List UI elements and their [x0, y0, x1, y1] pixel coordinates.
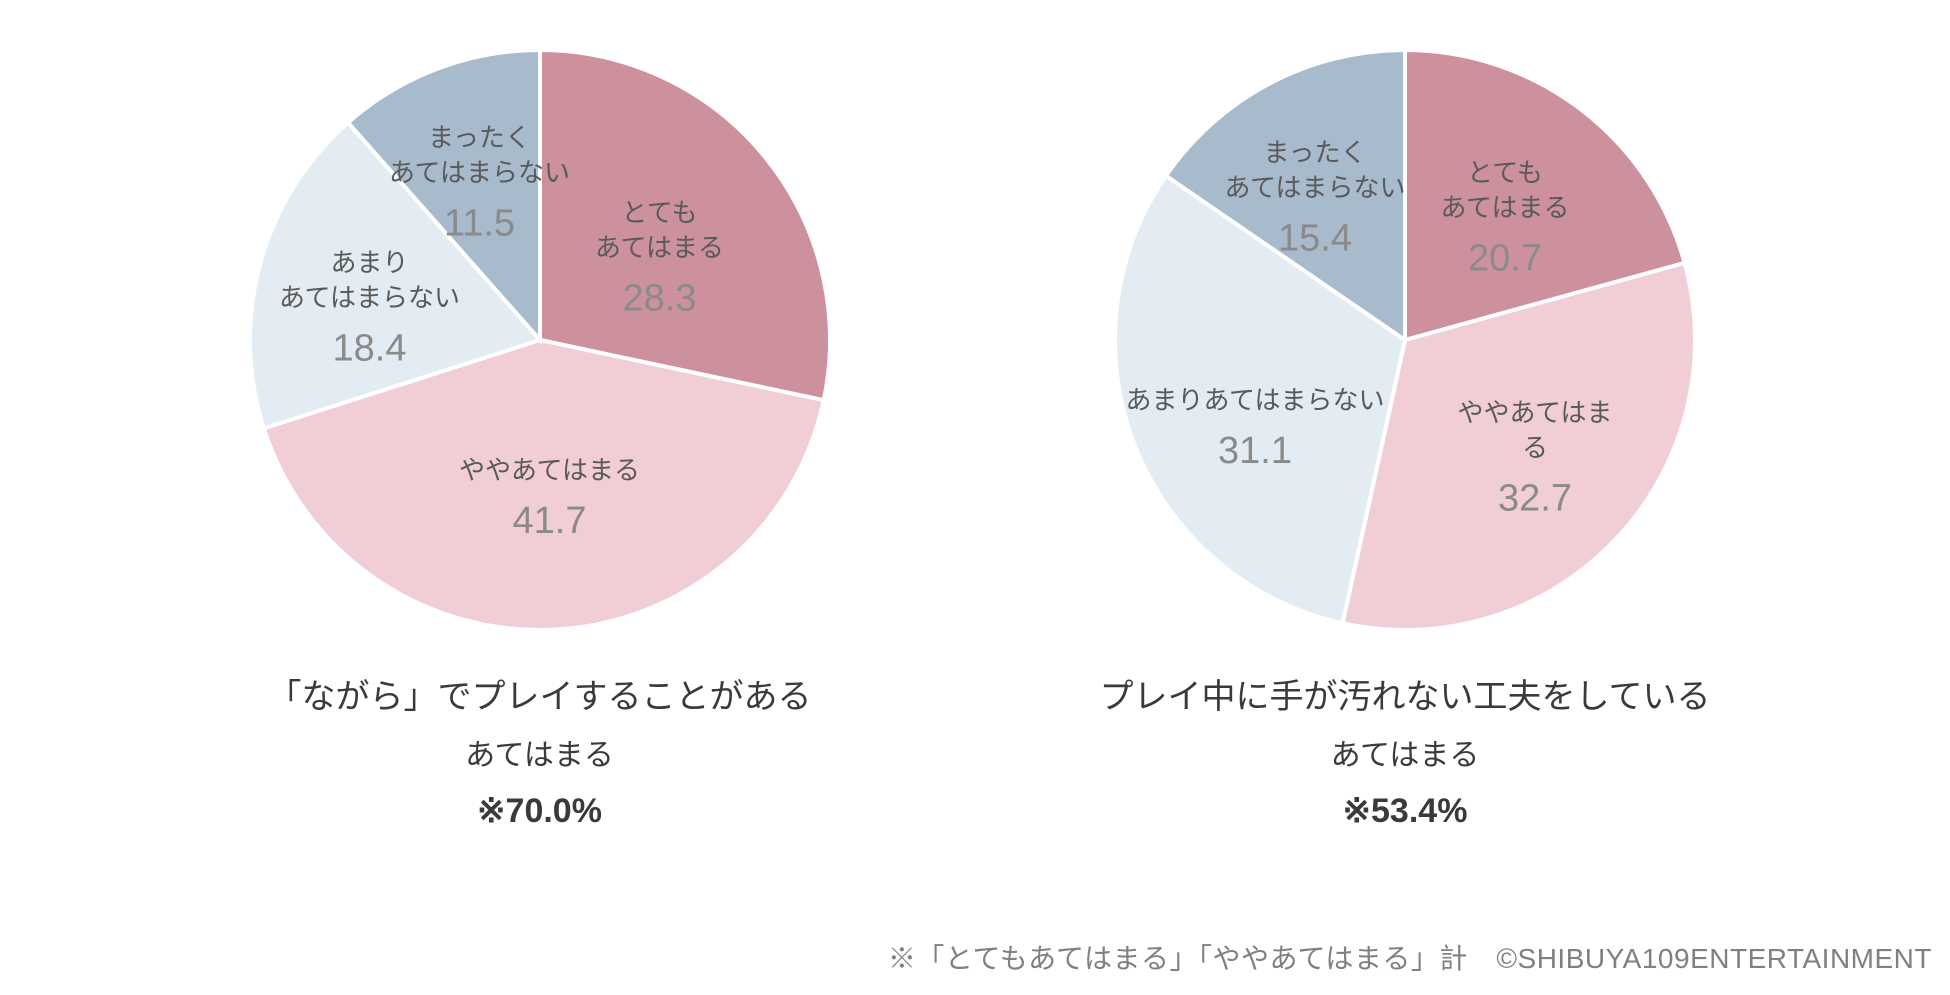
slice-value-text: 32.7: [1450, 473, 1620, 524]
slice-value-text: 11.5: [389, 198, 570, 249]
slice-value-text: 41.7: [459, 496, 640, 547]
slice-value-text: 15.4: [1225, 213, 1406, 264]
slice-label: あまり あてはまらない 18.4: [279, 245, 460, 374]
slice-label: ややあてはまる 41.7: [459, 453, 640, 547]
slice-value-text: 28.3: [595, 273, 724, 324]
caption-left-line2: あてはまる: [268, 732, 812, 780]
slice-label: まったく あてはまらない 15.4: [1225, 135, 1406, 264]
slice-value-text: 20.7: [1441, 233, 1570, 284]
slice-label: あまりあてはまらない 31.1: [1126, 383, 1385, 477]
slice-label-text: ややあてはまる: [459, 453, 640, 488]
slice-label: とても あてはまる 20.7: [1441, 155, 1570, 284]
slice-label: まったく あてはまらない 11.5: [389, 120, 570, 249]
chart-block-left: とても あてはまる 28.3 ややあてはまる 41.7 あまり あてはまらない 18.4 ま…: [240, 40, 840, 839]
slice-label-text: ややあてはまる: [1450, 395, 1620, 465]
caption-left-line1: 「ながら」でプレイすることがある: [268, 670, 812, 724]
footer-note: ※「とてもあてはまる」「ややあてはまる」計 ©SHIBUYA109ENTERTA…: [888, 937, 1932, 977]
caption-left-line3: ※70.0%: [268, 784, 812, 838]
caption-right-line2: あてはまる: [1100, 732, 1711, 780]
slice-label-text: まったく あてはまらない: [389, 120, 570, 190]
slice-label: とても あてはまる 28.3: [595, 195, 724, 324]
slice-label-text: あまり あてはまらない: [279, 245, 460, 315]
slice-label-text: とても あてはまる: [1441, 155, 1570, 225]
pie-right: とても あてはまる 20.7 ややあてはまる 32.7 あまりあてはまらない 31.1 まっ…: [1105, 40, 1705, 640]
charts-row: とても あてはまる 28.3 ややあてはまる 41.7 あまり あてはまらない 18.4 ま…: [0, 0, 1950, 839]
pie-left: とても あてはまる 28.3 ややあてはまる 41.7 あまり あてはまらない 18.4 ま…: [240, 40, 840, 640]
chart-block-right: とても あてはまる 20.7 ややあてはまる 32.7 あまりあてはまらない 31.1 まっ…: [1100, 40, 1711, 839]
slice-label-text: あまりあてはまらない: [1126, 383, 1385, 418]
slice-label-text: とても あてはまる: [595, 195, 724, 265]
caption-right-line3: ※53.4%: [1100, 784, 1711, 838]
chart-canvas: とても あてはまる 28.3 ややあてはまる 41.7 あまり あてはまらない 18.4 ま…: [0, 0, 1950, 995]
caption-left: 「ながら」でプレイすることがある あてはまる ※70.0%: [268, 670, 812, 839]
caption-right-line1: プレイ中に手が汚れない工夫をしている: [1100, 670, 1711, 724]
slice-value-text: 18.4: [279, 323, 460, 374]
slice-label-text: まったく あてはまらない: [1225, 135, 1406, 205]
caption-right: プレイ中に手が汚れない工夫をしている あてはまる ※53.4%: [1100, 670, 1711, 839]
slice-label: ややあてはまる 32.7: [1450, 395, 1620, 524]
slice-value-text: 31.1: [1126, 426, 1385, 477]
